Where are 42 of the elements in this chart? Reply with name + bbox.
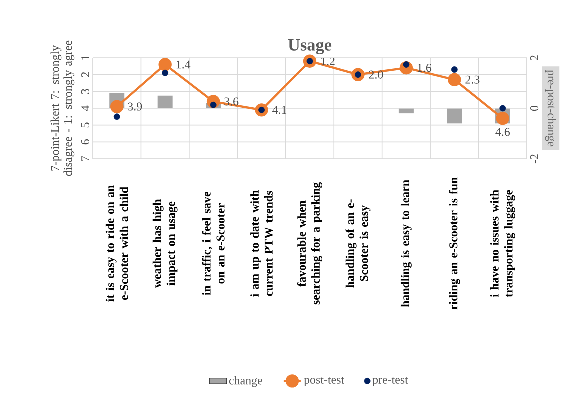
point: [496, 112, 510, 126]
point: [158, 58, 172, 72]
data-label: 3.9: [128, 102, 142, 111]
x-tick-label: handling of an e-Scooter is easy: [346, 200, 371, 288]
point: [500, 105, 506, 112]
y-axis-title: 7-point-Likert 7: strongly disagree - 1: strongly agree: [50, 40, 75, 176]
x-tick-label: riding an e-Scooter is fun: [449, 177, 460, 310]
bar: [447, 108, 462, 124]
legend-label: post-test: [304, 377, 344, 386]
y-tick-label: 7: [82, 156, 90, 162]
bar: [158, 96, 173, 108]
point: [451, 66, 458, 73]
x-tick-label: it is easy to ride on an e-Scooter with a child: [106, 185, 128, 302]
data-label: 2.3: [466, 76, 480, 84]
point: [114, 114, 120, 120]
data-label: 1.4: [176, 60, 191, 69]
point: [448, 73, 462, 86]
legend-label: pre-test: [372, 377, 408, 386]
x-tick-label: i have no issues with transporting luggage: [490, 190, 516, 298]
data-label: 3.6: [224, 98, 239, 106]
y-tick-label: 1: [82, 56, 90, 60]
x-tick-label: weather has high impact on usage: [152, 199, 178, 288]
data-label: 4.6: [496, 128, 510, 136]
y2-tick-label: -2: [530, 154, 538, 164]
y-tick-label: 3: [81, 89, 90, 94]
point: [110, 100, 124, 114]
y2-tick-label: 0: [530, 106, 539, 112]
x-tick-label: favourable when searching for a parking: [297, 182, 323, 305]
y-tick-label: 2: [82, 72, 90, 78]
chart-title: Usage: [288, 39, 332, 54]
x-tick-label: handling is easy to learn: [400, 180, 412, 308]
data-label: 4.1: [272, 106, 287, 114]
y-tick-label: 6: [81, 140, 90, 145]
legend-label: change: [229, 376, 262, 388]
y-tick-label: 4: [82, 106, 90, 112]
x-tick-label: in traffic, i feel save on an e-Scooter: [202, 192, 225, 296]
y2-tick-label: 2: [530, 56, 538, 60]
y2-axis-title: pre-post-change: [545, 70, 556, 147]
data-label: 2.0: [369, 70, 384, 79]
data-label: 1.6: [418, 64, 432, 72]
y-tick-label: 5: [82, 122, 90, 128]
point: [162, 70, 169, 76]
